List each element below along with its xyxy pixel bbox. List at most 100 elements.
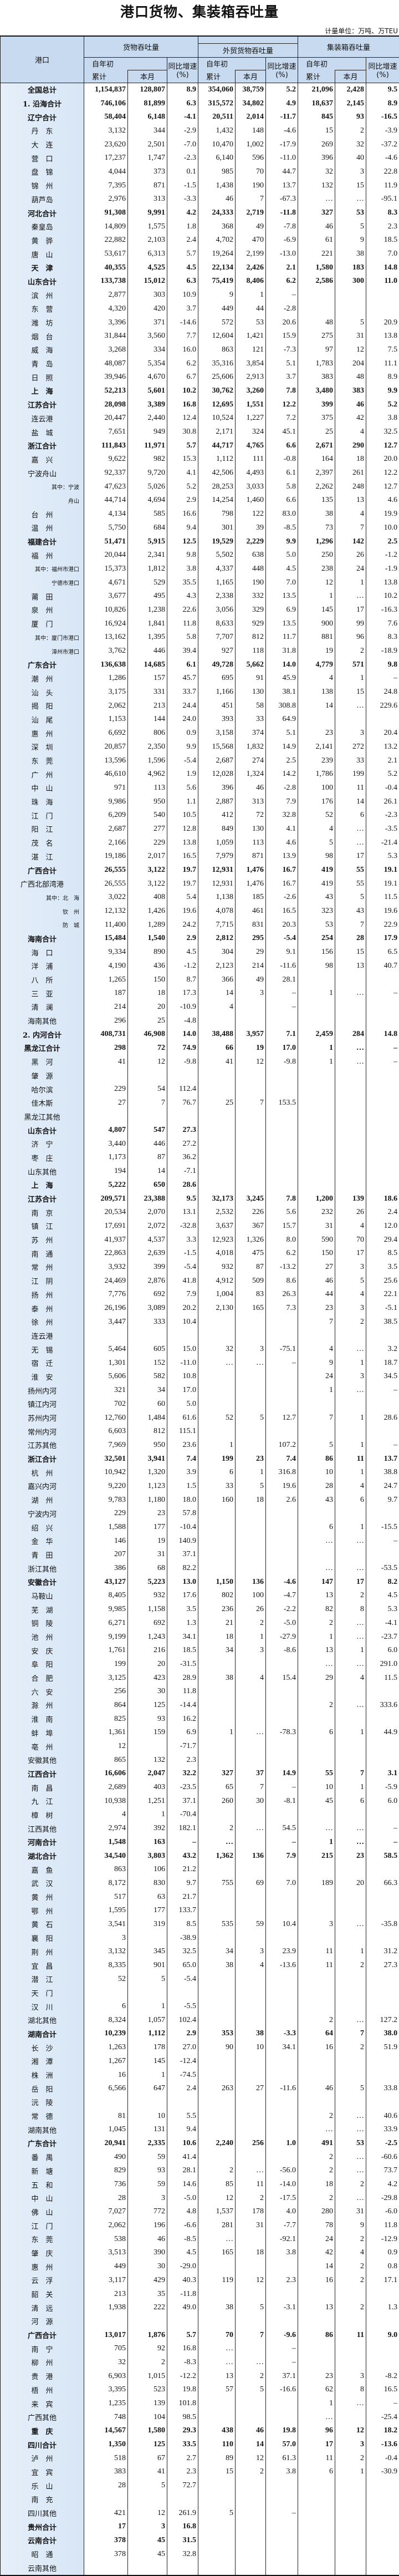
container-yoy (366, 1685, 399, 1699)
foreign-month: 58 (236, 699, 266, 713)
container-yoy: 51.9 (366, 2041, 399, 2055)
container-month: 53 (335, 2137, 366, 2151)
cargo-ytd: 26,555 (84, 863, 128, 877)
cargo-yoy: 5.4 (167, 891, 198, 905)
container-yoy: 8.3 (366, 206, 399, 220)
cargo-month (128, 1069, 167, 1083)
container-month: 2 (335, 1589, 366, 1603)
cargo-month: 5,223 (128, 1575, 167, 1589)
cargo-month: 178 (128, 2041, 167, 2055)
foreign-ytd: 12,604 (198, 329, 236, 343)
header-cargo: 货物吞吐量 (84, 36, 198, 57)
container-month: 142 (335, 535, 366, 548)
foreign-month: 332 (236, 590, 266, 603)
container-yoy (366, 1972, 399, 1986)
foreign-month: 226 (236, 1206, 266, 1220)
foreign-ytd (198, 1740, 236, 1754)
foreign-yoy: -13.6 (266, 1959, 298, 1973)
foreign-ytd: 7,707 (198, 631, 236, 644)
foreign-ytd: 260 (198, 1794, 236, 1808)
container-yoy: 33.8 (366, 2082, 399, 2096)
container-yoy: 6.0 (366, 1794, 399, 1808)
cargo-ytd: 4,807 (84, 1124, 128, 1137)
container-ytd (298, 1014, 335, 1028)
port-name: 南 充 (1, 2493, 84, 2507)
cargo-yoy: 1.9 (167, 768, 198, 781)
cargo-ytd: 3,541 (84, 1918, 128, 1932)
foreign-ytd: 798 (198, 507, 236, 521)
container-yoy: 13.2 (366, 740, 399, 754)
cargo-ytd: 702 (84, 1398, 128, 1411)
port-name: 阳 江 (1, 822, 84, 836)
container-month: 1 (335, 1644, 366, 1658)
container-ytd: 13 (298, 1589, 335, 1603)
cargo-yoy (167, 2315, 198, 2329)
cargo-ytd: 825 (84, 1712, 128, 1726)
foreign-month: 165 (236, 1302, 266, 1315)
port-name: 漳州市港口 (1, 644, 84, 658)
cargo-yoy: 3.9 (167, 1466, 198, 1480)
port-name: 广东合计 (1, 2137, 84, 2151)
container-yoy: -37.2 (366, 138, 399, 151)
cargo-yoy: -1.5 (167, 1247, 198, 1261)
port-name: 九 江 (1, 1794, 84, 1808)
container-yoy: -3.5 (366, 822, 399, 836)
container-month: … (335, 1534, 366, 1548)
foreign-month (236, 2342, 266, 2356)
cargo-ytd: 1,350 (84, 2438, 128, 2452)
cargo-yoy: 102.4 (167, 2013, 198, 2027)
foreign-yoy (266, 1425, 298, 1439)
foreign-month: 1,421 (236, 329, 266, 343)
cargo-yoy (167, 1329, 198, 1343)
cargo-yoy: -5.4 (167, 1972, 198, 1986)
container-ytd: 16 (298, 2041, 335, 2055)
foreign-ytd: 28,253 (198, 480, 236, 494)
cargo-ytd: 1,595 (84, 1904, 128, 1918)
container-ytd: 375 (298, 411, 335, 425)
port-name: 惠 州 (1, 2260, 84, 2274)
foreign-yoy: 64.9 (266, 713, 298, 726)
table-row: 河 源 (1, 2315, 399, 2329)
container-month: … (335, 1822, 366, 1836)
port-name: 上 海 (1, 1178, 84, 1192)
foreign-ytd: 12,923 (198, 1233, 236, 1247)
cargo-ytd: 8,324 (84, 2013, 128, 2027)
foreign-month (236, 1137, 266, 1151)
cargo-yoy: 2.4 (167, 233, 198, 247)
foreign-month: 2,719 (236, 206, 266, 220)
port-name: 江西合计 (1, 1767, 84, 1781)
port-name: 广西北部湾港 (1, 877, 84, 891)
foreign-ytd: 19,529 (198, 535, 236, 548)
container-month (335, 1096, 366, 1110)
container-yoy (366, 2520, 399, 2534)
port-name: 宁波内河 (1, 1507, 84, 1521)
cargo-ytd: 2,974 (84, 1822, 128, 1836)
container-yoy: 7.0 (366, 247, 399, 261)
foreign-ytd: 1,166 (198, 685, 236, 699)
foreign-ytd: 1,004 (198, 1288, 236, 1302)
cargo-yoy: 12.4 (167, 411, 198, 425)
foreign-ytd: 57 (198, 2383, 236, 2397)
container-ytd: 16 (298, 2274, 335, 2288)
container-month: 1 (335, 2465, 366, 2479)
port-name: 岳 阳 (1, 2082, 84, 2096)
cargo-ytd (84, 2315, 128, 2329)
foreign-month (236, 2287, 266, 2301)
container-yoy: 7.6 (366, 617, 399, 631)
container-yoy (366, 1083, 399, 1096)
container-ytd: 419 (298, 877, 335, 891)
foreign-month: 929 (236, 617, 266, 631)
container-ytd: 1,580 (298, 261, 335, 275)
foreign-month (236, 1439, 266, 1452)
foreign-ytd: 10,524 (198, 411, 236, 425)
port-name: 江苏合计 (1, 398, 84, 411)
container-yoy: -0.4 (366, 2451, 399, 2465)
cargo-ytd: 13,017 (84, 2328, 128, 2342)
cargo-ytd: 20,447 (84, 411, 128, 425)
foreign-yoy (266, 2547, 298, 2561)
foreign-ytd: … (198, 2342, 236, 2356)
